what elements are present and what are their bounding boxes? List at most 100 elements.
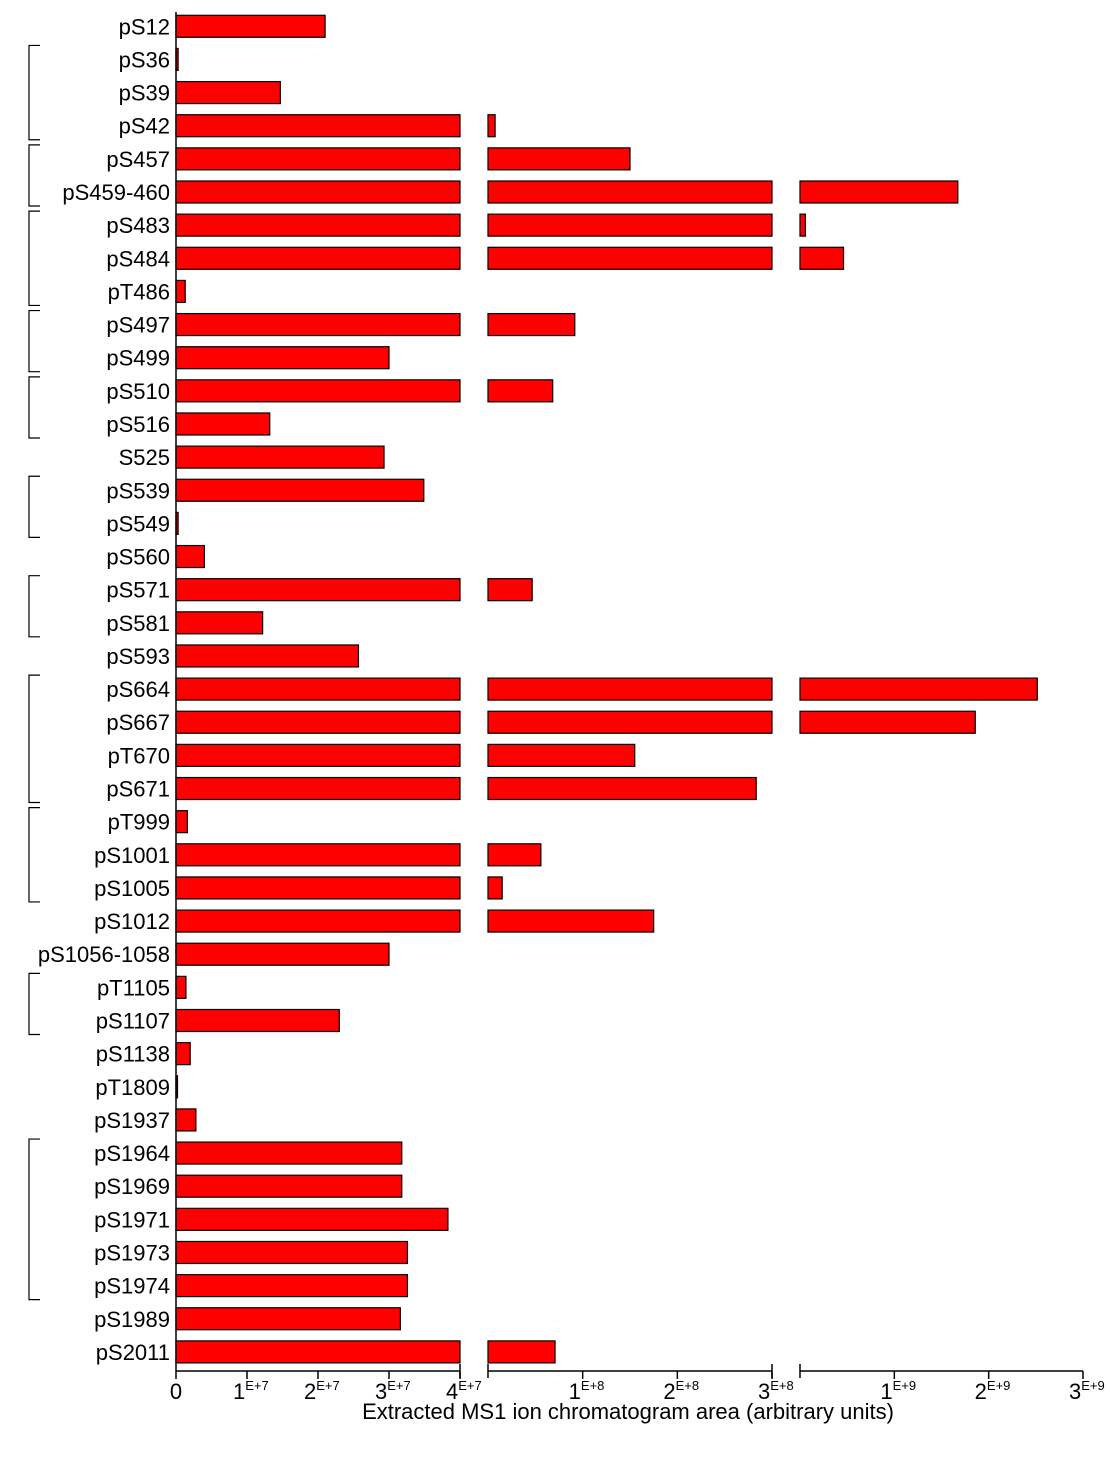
group-bracket [28, 44, 40, 141]
bar [175, 644, 360, 668]
category-label: pS539 [106, 478, 170, 503]
category-label: pS1012 [94, 909, 170, 934]
category-label: pS483 [106, 213, 170, 238]
group-bracket [28, 144, 40, 207]
group-bracket [28, 807, 40, 903]
bar [175, 1008, 340, 1033]
group-bracket [28, 376, 40, 439]
category-label: pT1105 [97, 975, 170, 1000]
bar [175, 279, 186, 304]
bar [487, 379, 554, 403]
category-label: pS664 [106, 677, 170, 702]
bar [175, 147, 461, 171]
bar [487, 1340, 556, 1364]
bar [799, 246, 845, 270]
bar [799, 677, 1038, 701]
category-label: pS516 [106, 412, 170, 437]
bar [175, 1141, 403, 1165]
group-bracket [28, 1138, 40, 1301]
bar [175, 1207, 449, 1231]
category-labels: pS12 pS36 pS39 pS42 pS457 pS459-460 pS483 pS484… [38, 14, 170, 1365]
category-label: pS671 [106, 777, 170, 802]
x-tick-label: 3E+8 [758, 1378, 794, 1404]
bar [487, 710, 773, 734]
bar [175, 246, 461, 270]
category-label: pT999 [108, 810, 170, 835]
bar [175, 1274, 409, 1298]
bar [175, 412, 271, 436]
bar [487, 114, 496, 138]
bar [487, 677, 773, 701]
bar [175, 1108, 197, 1132]
category-label: pS42 [119, 114, 170, 139]
category-label: pS549 [106, 511, 170, 536]
bar [175, 677, 461, 701]
bar [487, 213, 773, 237]
category-label: pS560 [106, 545, 170, 570]
x-tick-label: 3E+9 [1069, 1378, 1105, 1404]
x-tick-label: 1E+9 [880, 1378, 916, 1404]
x-tick-label: 1E+8 [569, 1378, 605, 1404]
bar [799, 213, 807, 237]
category-label: pT1809 [95, 1075, 170, 1100]
x-tick-label: 1E+7 [233, 1378, 269, 1404]
category-label: pS1971 [94, 1207, 170, 1232]
bar [175, 876, 461, 900]
category-label: pS510 [106, 379, 170, 404]
bar [175, 114, 461, 138]
bar [487, 743, 636, 767]
bar [487, 909, 655, 933]
bar [175, 611, 264, 635]
category-label: pS1937 [94, 1108, 170, 1133]
bar [487, 246, 773, 270]
x-tick-label: 2E+9 [975, 1378, 1011, 1404]
category-label: pS12 [119, 14, 170, 39]
category-label: pT486 [108, 279, 170, 304]
bar [175, 975, 187, 999]
bar [175, 478, 425, 502]
category-label: pS497 [106, 313, 170, 338]
bar [799, 710, 976, 734]
group-bracket [28, 475, 40, 538]
category-label: pS571 [106, 578, 170, 603]
x-axis: 0 1E+7 2E+7 3E+7 4E+7 1E+8 2E+8 3E+8 1E+9 2E+9 3E+… [170, 12, 1105, 1404]
bar [175, 578, 461, 602]
category-label: pS1989 [94, 1307, 170, 1332]
bar [487, 147, 631, 171]
category-label: pS2011 [96, 1340, 170, 1365]
bar [175, 14, 326, 38]
bar [175, 379, 461, 403]
category-label: pS39 [119, 81, 170, 106]
bar [175, 710, 461, 734]
category-label: pS459-460 [62, 180, 170, 205]
bar [175, 213, 461, 237]
category-label: pS1107 [96, 1009, 170, 1034]
category-label: pS1973 [94, 1240, 170, 1265]
bar [175, 544, 205, 569]
bar [175, 909, 461, 933]
bar [175, 1340, 461, 1364]
x-axis-title: Extracted MS1 ion chromatogram area (arb… [362, 1399, 894, 1424]
group-bracket [28, 972, 40, 1036]
bar [487, 843, 542, 867]
bar [799, 180, 959, 204]
bar [175, 810, 188, 834]
bracket-group [28, 44, 40, 1301]
bar [175, 80, 281, 105]
category-label: pS581 [106, 611, 170, 636]
bar [175, 843, 461, 867]
group-bracket [28, 674, 40, 804]
category-label: pS484 [106, 246, 170, 271]
bar [487, 180, 773, 204]
category-label: pS457 [106, 147, 170, 172]
category-label: pS1964 [94, 1141, 170, 1166]
category-label: pS36 [119, 47, 170, 72]
category-label: pS1138 [96, 1042, 170, 1067]
x-tick-label: 3E+7 [375, 1378, 411, 1404]
category-label: pS667 [106, 710, 170, 735]
category-label: S525 [119, 445, 170, 470]
group-bracket [28, 309, 40, 373]
x-tick-label: 2E+7 [304, 1378, 340, 1404]
bar [175, 312, 461, 337]
